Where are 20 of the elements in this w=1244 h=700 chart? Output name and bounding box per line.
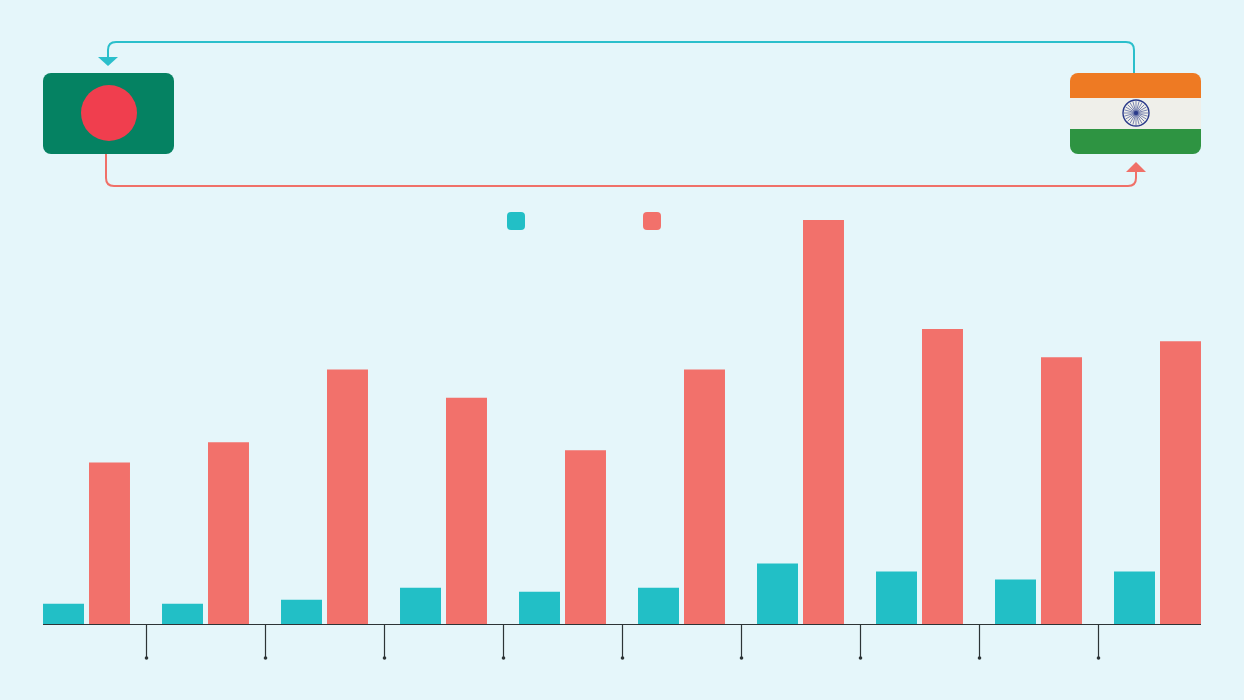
- bar: [995, 579, 1036, 624]
- bar: [1160, 341, 1201, 624]
- bar: [638, 587, 679, 624]
- bar: [400, 587, 441, 624]
- bar: [281, 599, 322, 624]
- bar: [208, 442, 249, 624]
- bar: [1114, 571, 1155, 624]
- bar: [803, 220, 844, 624]
- bar: [519, 591, 560, 624]
- bar: [1041, 357, 1082, 624]
- bar: [89, 462, 130, 624]
- bar: [446, 397, 487, 624]
- bar: [43, 603, 84, 624]
- bar: [757, 563, 798, 624]
- bar: [922, 329, 963, 624]
- bar: [565, 450, 606, 624]
- bar: [876, 571, 917, 624]
- bar: [162, 603, 203, 624]
- bar: [327, 369, 368, 624]
- bar: [684, 369, 725, 624]
